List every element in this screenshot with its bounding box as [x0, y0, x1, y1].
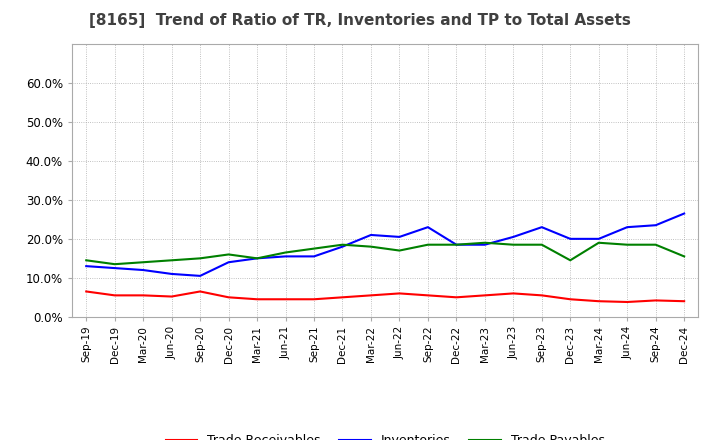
- Trade Payables: [595, 240, 603, 246]
- Trade Receivables: [652, 298, 660, 303]
- Trade Payables: [310, 246, 318, 251]
- Inventories: [110, 265, 119, 271]
- Trade Receivables: [139, 293, 148, 298]
- Trade Receivables: [338, 295, 347, 300]
- Inventories: [167, 271, 176, 277]
- Trade Receivables: [509, 291, 518, 296]
- Line: Inventories: Inventories: [86, 213, 684, 276]
- Trade Receivables: [282, 297, 290, 302]
- Inventories: [623, 224, 631, 230]
- Trade Payables: [338, 242, 347, 247]
- Trade Receivables: [110, 293, 119, 298]
- Trade Receivables: [537, 293, 546, 298]
- Trade Payables: [196, 256, 204, 261]
- Inventories: [196, 273, 204, 279]
- Trade Receivables: [82, 289, 91, 294]
- Inventories: [82, 264, 91, 269]
- Trade Payables: [652, 242, 660, 247]
- Trade Payables: [480, 240, 489, 246]
- Inventories: [139, 268, 148, 273]
- Inventories: [452, 242, 461, 247]
- Trade Receivables: [623, 299, 631, 304]
- Trade Receivables: [680, 299, 688, 304]
- Trade Payables: [82, 258, 91, 263]
- Legend: Trade Receivables, Inventories, Trade Payables: Trade Receivables, Inventories, Trade Pa…: [161, 429, 610, 440]
- Inventories: [537, 224, 546, 230]
- Trade Payables: [623, 242, 631, 247]
- Inventories: [338, 244, 347, 249]
- Inventories: [509, 234, 518, 239]
- Trade Receivables: [167, 294, 176, 299]
- Trade Receivables: [196, 289, 204, 294]
- Inventories: [395, 234, 404, 239]
- Trade Payables: [366, 244, 375, 249]
- Trade Payables: [680, 254, 688, 259]
- Inventories: [310, 254, 318, 259]
- Inventories: [366, 232, 375, 238]
- Inventories: [652, 223, 660, 228]
- Line: Trade Receivables: Trade Receivables: [86, 291, 684, 302]
- Inventories: [680, 211, 688, 216]
- Inventories: [253, 256, 261, 261]
- Text: [8165]  Trend of Ratio of TR, Inventories and TP to Total Assets: [8165] Trend of Ratio of TR, Inventories…: [89, 13, 631, 28]
- Inventories: [282, 254, 290, 259]
- Trade Receivables: [480, 293, 489, 298]
- Line: Trade Payables: Trade Payables: [86, 243, 684, 264]
- Trade Receivables: [452, 295, 461, 300]
- Trade Payables: [395, 248, 404, 253]
- Trade Payables: [225, 252, 233, 257]
- Inventories: [480, 242, 489, 247]
- Inventories: [225, 260, 233, 265]
- Trade Receivables: [595, 299, 603, 304]
- Trade Payables: [537, 242, 546, 247]
- Trade Receivables: [566, 297, 575, 302]
- Inventories: [595, 236, 603, 242]
- Trade Receivables: [310, 297, 318, 302]
- Trade Payables: [566, 258, 575, 263]
- Trade Payables: [452, 242, 461, 247]
- Trade Payables: [509, 242, 518, 247]
- Inventories: [423, 224, 432, 230]
- Trade Payables: [423, 242, 432, 247]
- Trade Payables: [110, 261, 119, 267]
- Trade Payables: [139, 260, 148, 265]
- Trade Receivables: [366, 293, 375, 298]
- Inventories: [566, 236, 575, 242]
- Trade Payables: [253, 256, 261, 261]
- Trade Payables: [167, 258, 176, 263]
- Trade Receivables: [253, 297, 261, 302]
- Trade Receivables: [423, 293, 432, 298]
- Trade Receivables: [225, 295, 233, 300]
- Trade Receivables: [395, 291, 404, 296]
- Trade Payables: [282, 250, 290, 255]
